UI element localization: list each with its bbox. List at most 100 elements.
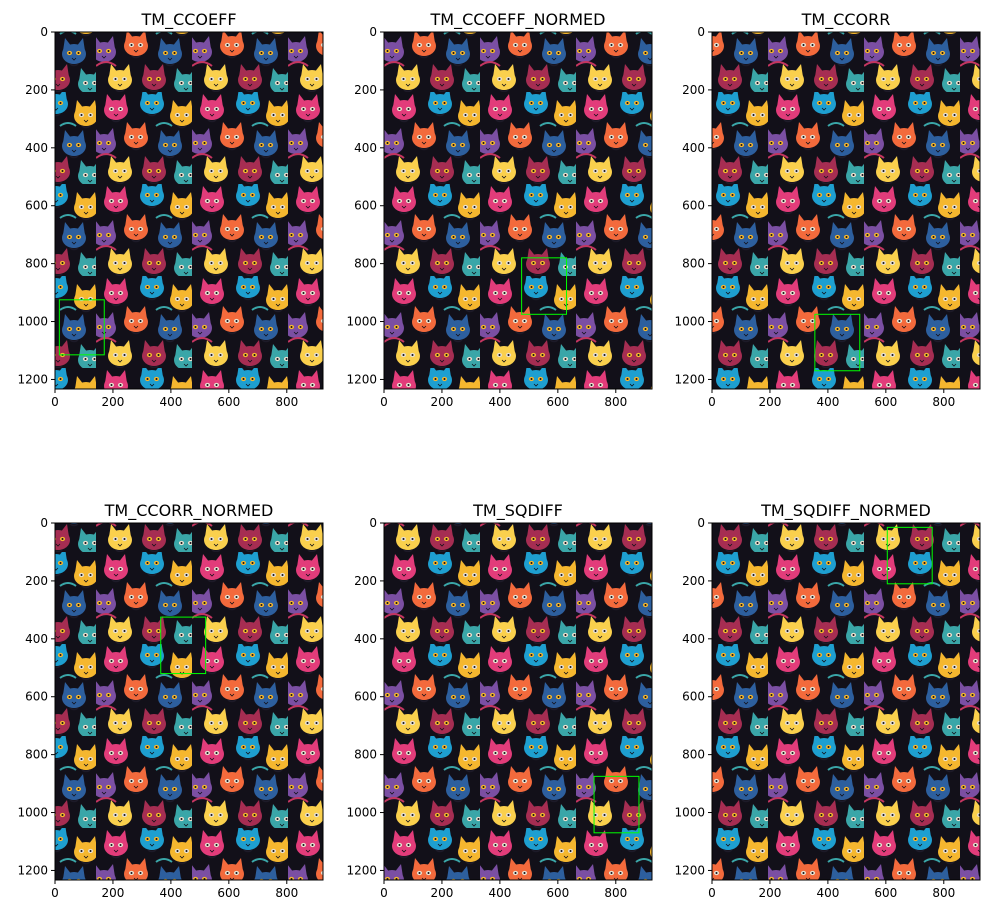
x-tick-label: 800	[604, 886, 627, 900]
match-box	[160, 616, 207, 675]
y-tick-label: 600	[682, 199, 705, 213]
match-box	[814, 313, 861, 372]
y-tick-label: 200	[682, 83, 705, 97]
match-box	[593, 775, 640, 834]
y-tick-label: 0	[369, 516, 377, 530]
y-tick-label: 0	[697, 25, 705, 39]
y-tick-label: 1000	[17, 806, 48, 820]
subplot-title: TM_CCOEFF	[140, 10, 236, 30]
y-tick-label: 200	[354, 83, 377, 97]
x-tick-label: 0	[51, 395, 59, 409]
x-tick-label: 0	[708, 886, 716, 900]
axes-frame	[383, 522, 653, 881]
x-tick-label: 200	[430, 886, 453, 900]
subplot-tm-sqdiff-normed: TM_SQDIFF_NORMED 0 200 400 600 800 0 200 400 600 8…	[674, 501, 981, 900]
subplot-title: TM_CCORR_NORMED	[104, 501, 274, 521]
cat-image	[55, 32, 323, 389]
y-tick-label: 600	[682, 690, 705, 704]
match-box	[886, 526, 933, 585]
y-tick-label: 0	[697, 516, 705, 530]
x-tick-label: 400	[159, 395, 182, 409]
y-tick-label: 1000	[674, 806, 705, 820]
y-tick-label: 600	[25, 199, 48, 213]
y-tick-label: 800	[25, 748, 48, 762]
subplot-title: TM_SQDIFF	[472, 501, 563, 521]
y-tick-label: 200	[25, 574, 48, 588]
y-tick-label: 400	[354, 632, 377, 646]
subplot-title: TM_CCORR	[801, 10, 891, 30]
x-tick-label: 600	[217, 395, 240, 409]
y-tick-label: 400	[682, 632, 705, 646]
subplot-tm-ccoeff-normed: TM_CCOEFF_NORMED 0 200 400 600 800 0 200 400 600 8…	[346, 10, 653, 409]
x-tick-label: 0	[708, 395, 716, 409]
y-tick-label: 1200	[346, 863, 377, 877]
x-tick-label: 600	[546, 395, 569, 409]
cat-image	[384, 523, 652, 880]
y-tick-label: 600	[354, 199, 377, 213]
x-tick-label: 200	[758, 395, 781, 409]
x-tick-label: 800	[275, 395, 298, 409]
y-tick-label: 400	[25, 632, 48, 646]
match-box	[58, 299, 105, 356]
axes-frame	[711, 522, 981, 881]
x-tick-label: 600	[874, 395, 897, 409]
x-tick-label: 400	[488, 886, 511, 900]
y-tick-label: 600	[25, 690, 48, 704]
x-tick-label: 200	[758, 886, 781, 900]
x-tick-label: 0	[380, 395, 388, 409]
x-tick-label: 400	[816, 395, 839, 409]
x-tick-label: 600	[546, 886, 569, 900]
y-tick-label: 1000	[346, 806, 377, 820]
y-tick-label: 800	[354, 257, 377, 271]
y-tick-label: 1200	[674, 863, 705, 877]
x-tick-label: 400	[159, 886, 182, 900]
x-tick-label: 800	[932, 395, 955, 409]
y-tick-label: 200	[682, 574, 705, 588]
axes-frame	[54, 31, 324, 390]
y-tick-label: 800	[25, 257, 48, 271]
match-box	[521, 257, 568, 315]
y-tick-label: 800	[682, 257, 705, 271]
x-tick-label: 400	[488, 395, 511, 409]
subplot-grid: TM_CCOEFF 0 200 400 600 800 0 200 400 600 800 1000 1…	[17, 10, 981, 900]
y-tick-label: 400	[25, 141, 48, 155]
cat-image	[55, 523, 323, 880]
y-tick-label: 0	[369, 25, 377, 39]
x-tick-label: 800	[932, 886, 955, 900]
x-tick-label: 400	[816, 886, 839, 900]
y-tick-label: 1200	[17, 863, 48, 877]
subplot-title: TM_CCOEFF_NORMED	[430, 10, 606, 30]
x-tick-label: 200	[101, 395, 124, 409]
x-tick-label: 600	[217, 886, 240, 900]
axes-frame	[54, 522, 324, 881]
x-tick-label: 800	[275, 886, 298, 900]
y-tick-label: 1200	[346, 372, 377, 386]
subplot-title: TM_SQDIFF_NORMED	[760, 501, 931, 521]
y-tick-label: 1200	[674, 372, 705, 386]
y-tick-label: 200	[354, 574, 377, 588]
axes-frame	[383, 31, 653, 390]
cat-image	[384, 32, 652, 389]
x-tick-label: 200	[101, 886, 124, 900]
y-tick-label: 400	[354, 141, 377, 155]
y-tick-label: 1200	[17, 372, 48, 386]
x-tick-label: 0	[51, 886, 59, 900]
subplot-tm-ccorr-normed: TM_CCORR_NORMED 0 200 400 600 800 0 200 400 600 80…	[17, 501, 324, 900]
y-tick-label: 0	[40, 25, 48, 39]
cat-image	[712, 523, 980, 880]
subplot-tm-ccorr: TM_CCORR 0 200 400 600 800 0 200 400 600 800 1000 12…	[674, 10, 981, 409]
subplot-tm-sqdiff: TM_SQDIFF 0 200 400 600 800 0 200 400 600 800 1000 1…	[346, 501, 653, 900]
y-tick-label: 800	[354, 748, 377, 762]
y-tick-label: 600	[354, 690, 377, 704]
y-tick-label: 1000	[17, 315, 48, 329]
x-tick-label: 600	[874, 886, 897, 900]
y-tick-label: 0	[40, 516, 48, 530]
cat-image	[712, 32, 980, 389]
y-tick-label: 400	[682, 141, 705, 155]
x-tick-label: 200	[430, 395, 453, 409]
y-tick-label: 200	[25, 83, 48, 97]
y-tick-label: 1000	[346, 315, 377, 329]
subplot-tm-ccoeff: TM_CCOEFF 0 200 400 600 800 0 200 400 600 800 1000 1…	[17, 10, 324, 409]
axes-frame	[711, 31, 981, 390]
